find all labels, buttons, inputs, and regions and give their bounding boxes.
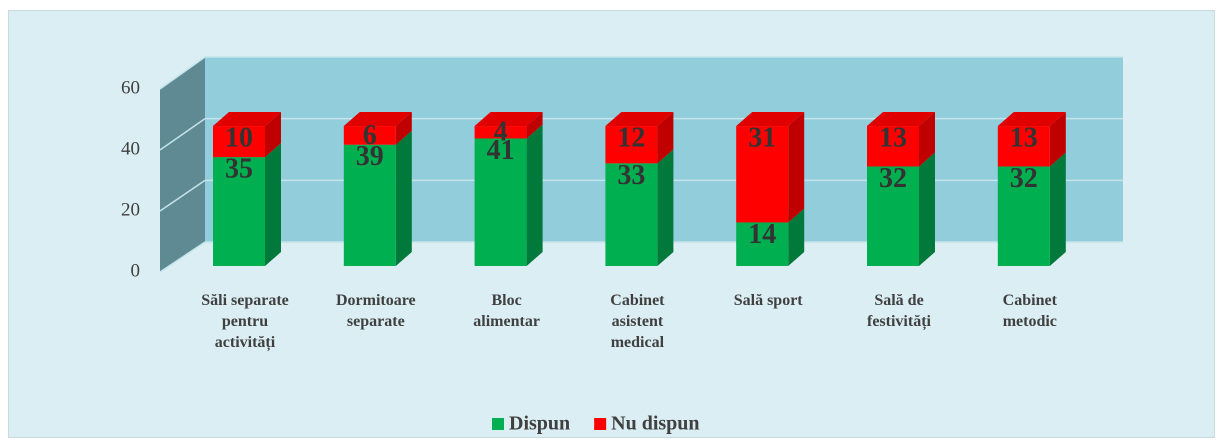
x-tick-label: Dormitoare separate bbox=[335, 292, 416, 330]
grid-line-side bbox=[159, 179, 206, 212]
data-label: 33 bbox=[617, 160, 645, 191]
data-label: 32 bbox=[879, 163, 907, 194]
bar-side bbox=[395, 130, 412, 266]
data-label: 39 bbox=[356, 141, 384, 172]
bar bbox=[605, 163, 658, 266]
bar-side bbox=[395, 112, 412, 145]
bar-side bbox=[657, 149, 674, 266]
x-tick-label: Sală de festivități bbox=[867, 292, 931, 330]
x-tick-label: Bloc alimentar bbox=[473, 292, 540, 330]
bar bbox=[343, 144, 396, 266]
bar-side bbox=[1049, 152, 1066, 266]
bar-side bbox=[788, 208, 805, 266]
data-label: 12 bbox=[617, 122, 645, 153]
data-label: 31 bbox=[748, 122, 776, 153]
bar-side bbox=[526, 124, 543, 267]
y-tick-label: 20 bbox=[121, 199, 140, 220]
bar bbox=[867, 126, 919, 167]
data-label: 32 bbox=[1010, 163, 1038, 194]
bar-top bbox=[736, 112, 805, 127]
bar bbox=[736, 126, 789, 223]
bar bbox=[474, 138, 527, 266]
bar-side bbox=[919, 152, 935, 266]
grid-line-side bbox=[159, 56, 206, 90]
data-label: 14 bbox=[748, 219, 776, 250]
data-label: 35 bbox=[225, 154, 253, 185]
x-tick-label: Sală sport bbox=[733, 292, 803, 309]
bar bbox=[213, 157, 265, 266]
bar-top bbox=[867, 112, 935, 127]
bar-side bbox=[919, 112, 935, 167]
bar bbox=[343, 126, 396, 145]
bar bbox=[997, 126, 1050, 167]
bar-top bbox=[997, 112, 1066, 127]
data-label: 10 bbox=[225, 122, 253, 153]
bar-side bbox=[526, 112, 543, 139]
x-tick-label: Cabinet asistent medical bbox=[610, 292, 665, 351]
side-wall bbox=[160, 57, 205, 272]
x-tick-label: Săli separate pentru activități bbox=[201, 292, 289, 351]
bar-top bbox=[213, 112, 281, 127]
y-tick-label: 0 bbox=[131, 260, 141, 281]
legend-label: Nu dispun bbox=[611, 413, 699, 435]
bar bbox=[474, 126, 527, 139]
x-tick-label: Cabinet metodic bbox=[1002, 292, 1057, 330]
bar bbox=[213, 126, 265, 158]
y-tick-label: 60 bbox=[121, 77, 140, 98]
bar-side bbox=[1049, 112, 1066, 167]
bar-top bbox=[474, 112, 543, 127]
legend-swatch bbox=[594, 418, 607, 430]
grid-line-side bbox=[159, 241, 206, 273]
bar-side bbox=[657, 112, 674, 164]
bar-side bbox=[265, 112, 281, 158]
bar bbox=[867, 166, 919, 266]
bar-side bbox=[265, 143, 281, 266]
data-label: 4 bbox=[494, 117, 508, 148]
bar-top bbox=[343, 112, 412, 127]
legend-swatch bbox=[492, 418, 504, 430]
data-label: 41 bbox=[487, 135, 515, 166]
bar-top bbox=[605, 112, 674, 127]
bar bbox=[736, 222, 789, 266]
y-tick-label: 40 bbox=[121, 138, 140, 159]
grid-line-side bbox=[159, 118, 206, 151]
bar bbox=[605, 126, 658, 164]
data-label: 13 bbox=[1010, 122, 1038, 153]
legend-label: Dispun bbox=[509, 413, 570, 435]
data-label: 6 bbox=[363, 120, 377, 151]
bar bbox=[997, 166, 1050, 266]
data-label: 13 bbox=[879, 122, 907, 153]
bar-side bbox=[788, 112, 805, 223]
